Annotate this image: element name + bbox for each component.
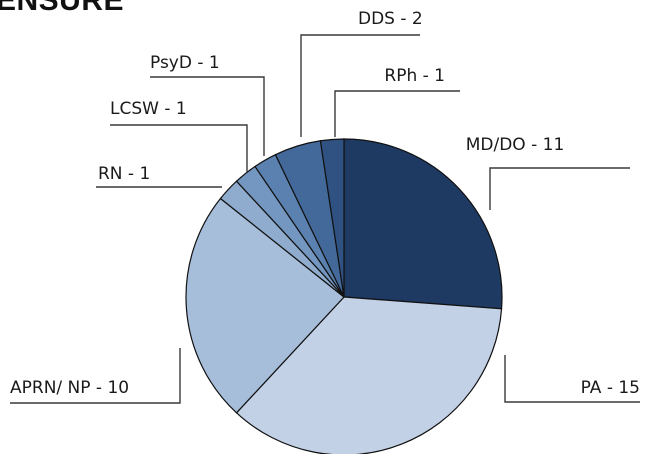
slice-label-psyd: PsyD - 1 [150, 53, 220, 73]
slice-labels: MD/DO - 11 PA - 15 APRN/ NP - 10 RN - 1 LCSW… [10, 9, 640, 398]
leader-line-rph [334, 90, 460, 137]
slice-pa [235, 296, 503, 454]
slice-aprn-np [185, 197, 345, 414]
slice-label-aprn-np: APRN/ NP - 10 [10, 378, 129, 398]
slice-label-dds: DDS - 2 [358, 9, 423, 29]
header-fragment: ENSURE [0, 0, 124, 17]
slice-md-do [343, 138, 503, 310]
leader-line-pa [504, 355, 640, 403]
leader-line-psyd [150, 76, 265, 156]
slice-rph [319, 138, 345, 298]
leader-line-aprn-np [10, 348, 181, 404]
slice-label-md-do: MD/DO - 11 [466, 135, 565, 155]
leader-line-lcsw [110, 124, 248, 172]
slice-label-lcsw: LCSW - 1 [110, 99, 187, 119]
slice-label-pa: PA - 15 [581, 378, 640, 398]
leader-lines [10, 34, 640, 404]
leader-line-md-do [489, 167, 630, 210]
leader-line-dds [300, 34, 420, 137]
slice-label-rph: RPh - 1 [384, 66, 445, 86]
slice-label-rn: RN - 1 [98, 164, 150, 184]
pie-slices [185, 138, 503, 454]
